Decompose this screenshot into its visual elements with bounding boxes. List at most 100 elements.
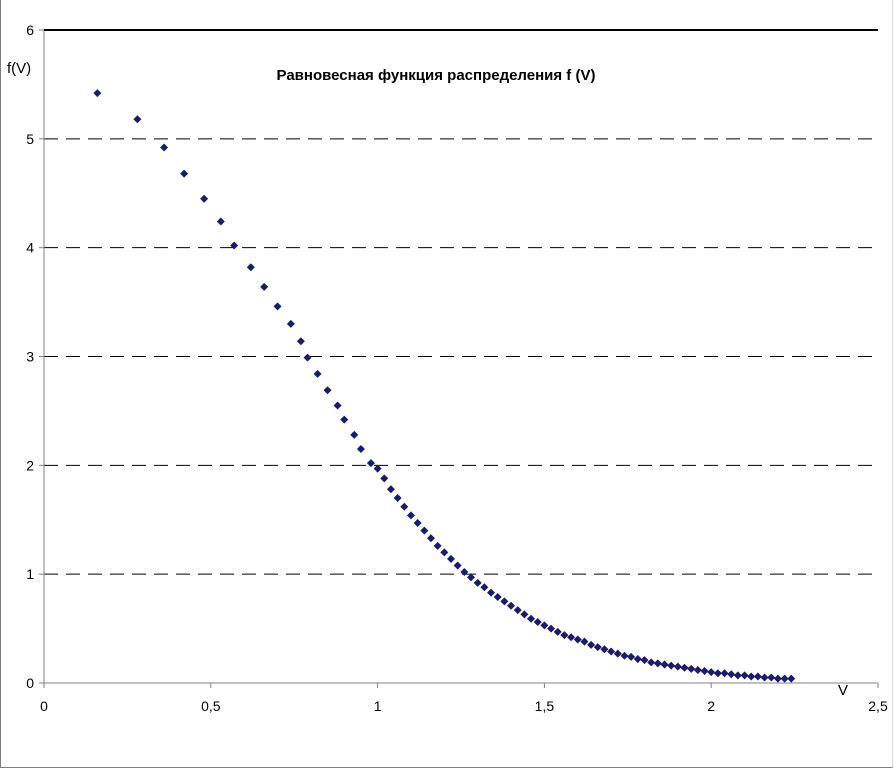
data-point — [780, 674, 789, 683]
data-points — [93, 89, 796, 683]
data-point — [513, 606, 522, 615]
data-point — [420, 526, 429, 535]
data-point — [400, 502, 409, 511]
data-point — [260, 282, 269, 291]
data-point — [413, 519, 422, 528]
data-point — [230, 241, 239, 250]
data-point — [380, 474, 389, 483]
data-point — [366, 459, 375, 468]
data-point — [573, 635, 582, 644]
x-axis-label: V — [838, 682, 848, 699]
data-point — [693, 665, 702, 674]
data-point — [533, 618, 542, 627]
data-point — [673, 662, 682, 671]
data-point — [500, 597, 509, 606]
data-point — [133, 115, 142, 124]
gridlines — [44, 138, 878, 575]
data-point — [216, 217, 225, 226]
data-point — [733, 671, 742, 680]
data-point — [473, 578, 482, 587]
data-point — [753, 672, 762, 681]
y-tick-label: 0 — [26, 675, 34, 691]
data-point — [687, 664, 696, 673]
data-point — [647, 658, 656, 667]
data-point — [540, 621, 549, 630]
data-point — [767, 673, 776, 682]
data-point — [633, 655, 642, 664]
y-tick-label: 6 — [26, 22, 34, 38]
data-point — [660, 660, 669, 669]
data-point — [627, 652, 636, 661]
x-tick-label: 2 — [707, 698, 715, 714]
data-point — [393, 493, 402, 502]
data-point — [426, 534, 435, 543]
data-point — [467, 573, 476, 582]
data-point — [527, 614, 536, 623]
data-point — [296, 337, 305, 346]
data-point — [180, 169, 189, 178]
data-point — [246, 263, 255, 272]
data-point — [160, 143, 169, 152]
data-point — [760, 673, 769, 682]
data-point — [507, 601, 516, 610]
y-tick-label: 2 — [26, 457, 34, 473]
x-tick-labels: 0 0,5 1 1,5 2 2,5 — [40, 683, 888, 714]
chart-title: Равновесная функция распределения f (V) — [277, 67, 596, 84]
x-tick-label: 1,5 — [535, 698, 555, 714]
data-point — [487, 588, 496, 597]
data-point — [580, 637, 589, 646]
data-point — [200, 194, 209, 203]
data-point — [286, 319, 295, 328]
data-point — [553, 627, 562, 636]
y-tick-label: 1 — [26, 566, 34, 582]
data-point — [773, 674, 782, 683]
data-point — [680, 663, 689, 672]
data-point — [460, 567, 469, 576]
data-point — [313, 369, 322, 378]
data-point — [520, 610, 529, 619]
data-point — [350, 430, 359, 439]
data-point — [707, 668, 716, 677]
data-point — [720, 669, 729, 678]
data-point — [747, 672, 756, 681]
data-point — [356, 445, 365, 454]
data-point — [386, 485, 395, 494]
data-point — [440, 548, 449, 557]
data-point — [787, 674, 796, 683]
data-point — [406, 511, 415, 520]
data-point — [480, 583, 489, 592]
data-point — [560, 631, 569, 640]
data-point — [713, 669, 722, 678]
data-point — [613, 649, 622, 658]
data-point — [340, 415, 349, 424]
data-point — [727, 670, 736, 679]
data-point — [620, 651, 629, 660]
data-point — [547, 624, 556, 633]
data-point — [593, 643, 602, 652]
x-tick-label: 0 — [40, 698, 48, 714]
data-point — [567, 633, 576, 642]
data-point — [373, 464, 382, 473]
data-point — [433, 541, 442, 550]
data-point — [740, 671, 749, 680]
data-point — [453, 561, 462, 570]
data-point — [587, 640, 596, 649]
x-tick-label: 1 — [374, 698, 382, 714]
data-point — [700, 667, 709, 676]
data-point — [323, 386, 332, 395]
data-point — [640, 656, 649, 665]
data-point — [333, 401, 342, 410]
y-axis-label: f(V) — [7, 60, 31, 77]
data-point — [607, 647, 616, 656]
y-tick-labels: 0 1 2 3 4 5 6 — [26, 22, 44, 691]
y-tick-label: 4 — [26, 240, 34, 256]
x-tick-label: 2,5 — [868, 698, 888, 714]
data-point — [667, 661, 676, 670]
data-point — [446, 554, 455, 563]
y-tick-label: 5 — [26, 131, 34, 147]
data-point — [93, 89, 102, 98]
data-point — [303, 353, 312, 362]
data-point — [273, 302, 282, 311]
